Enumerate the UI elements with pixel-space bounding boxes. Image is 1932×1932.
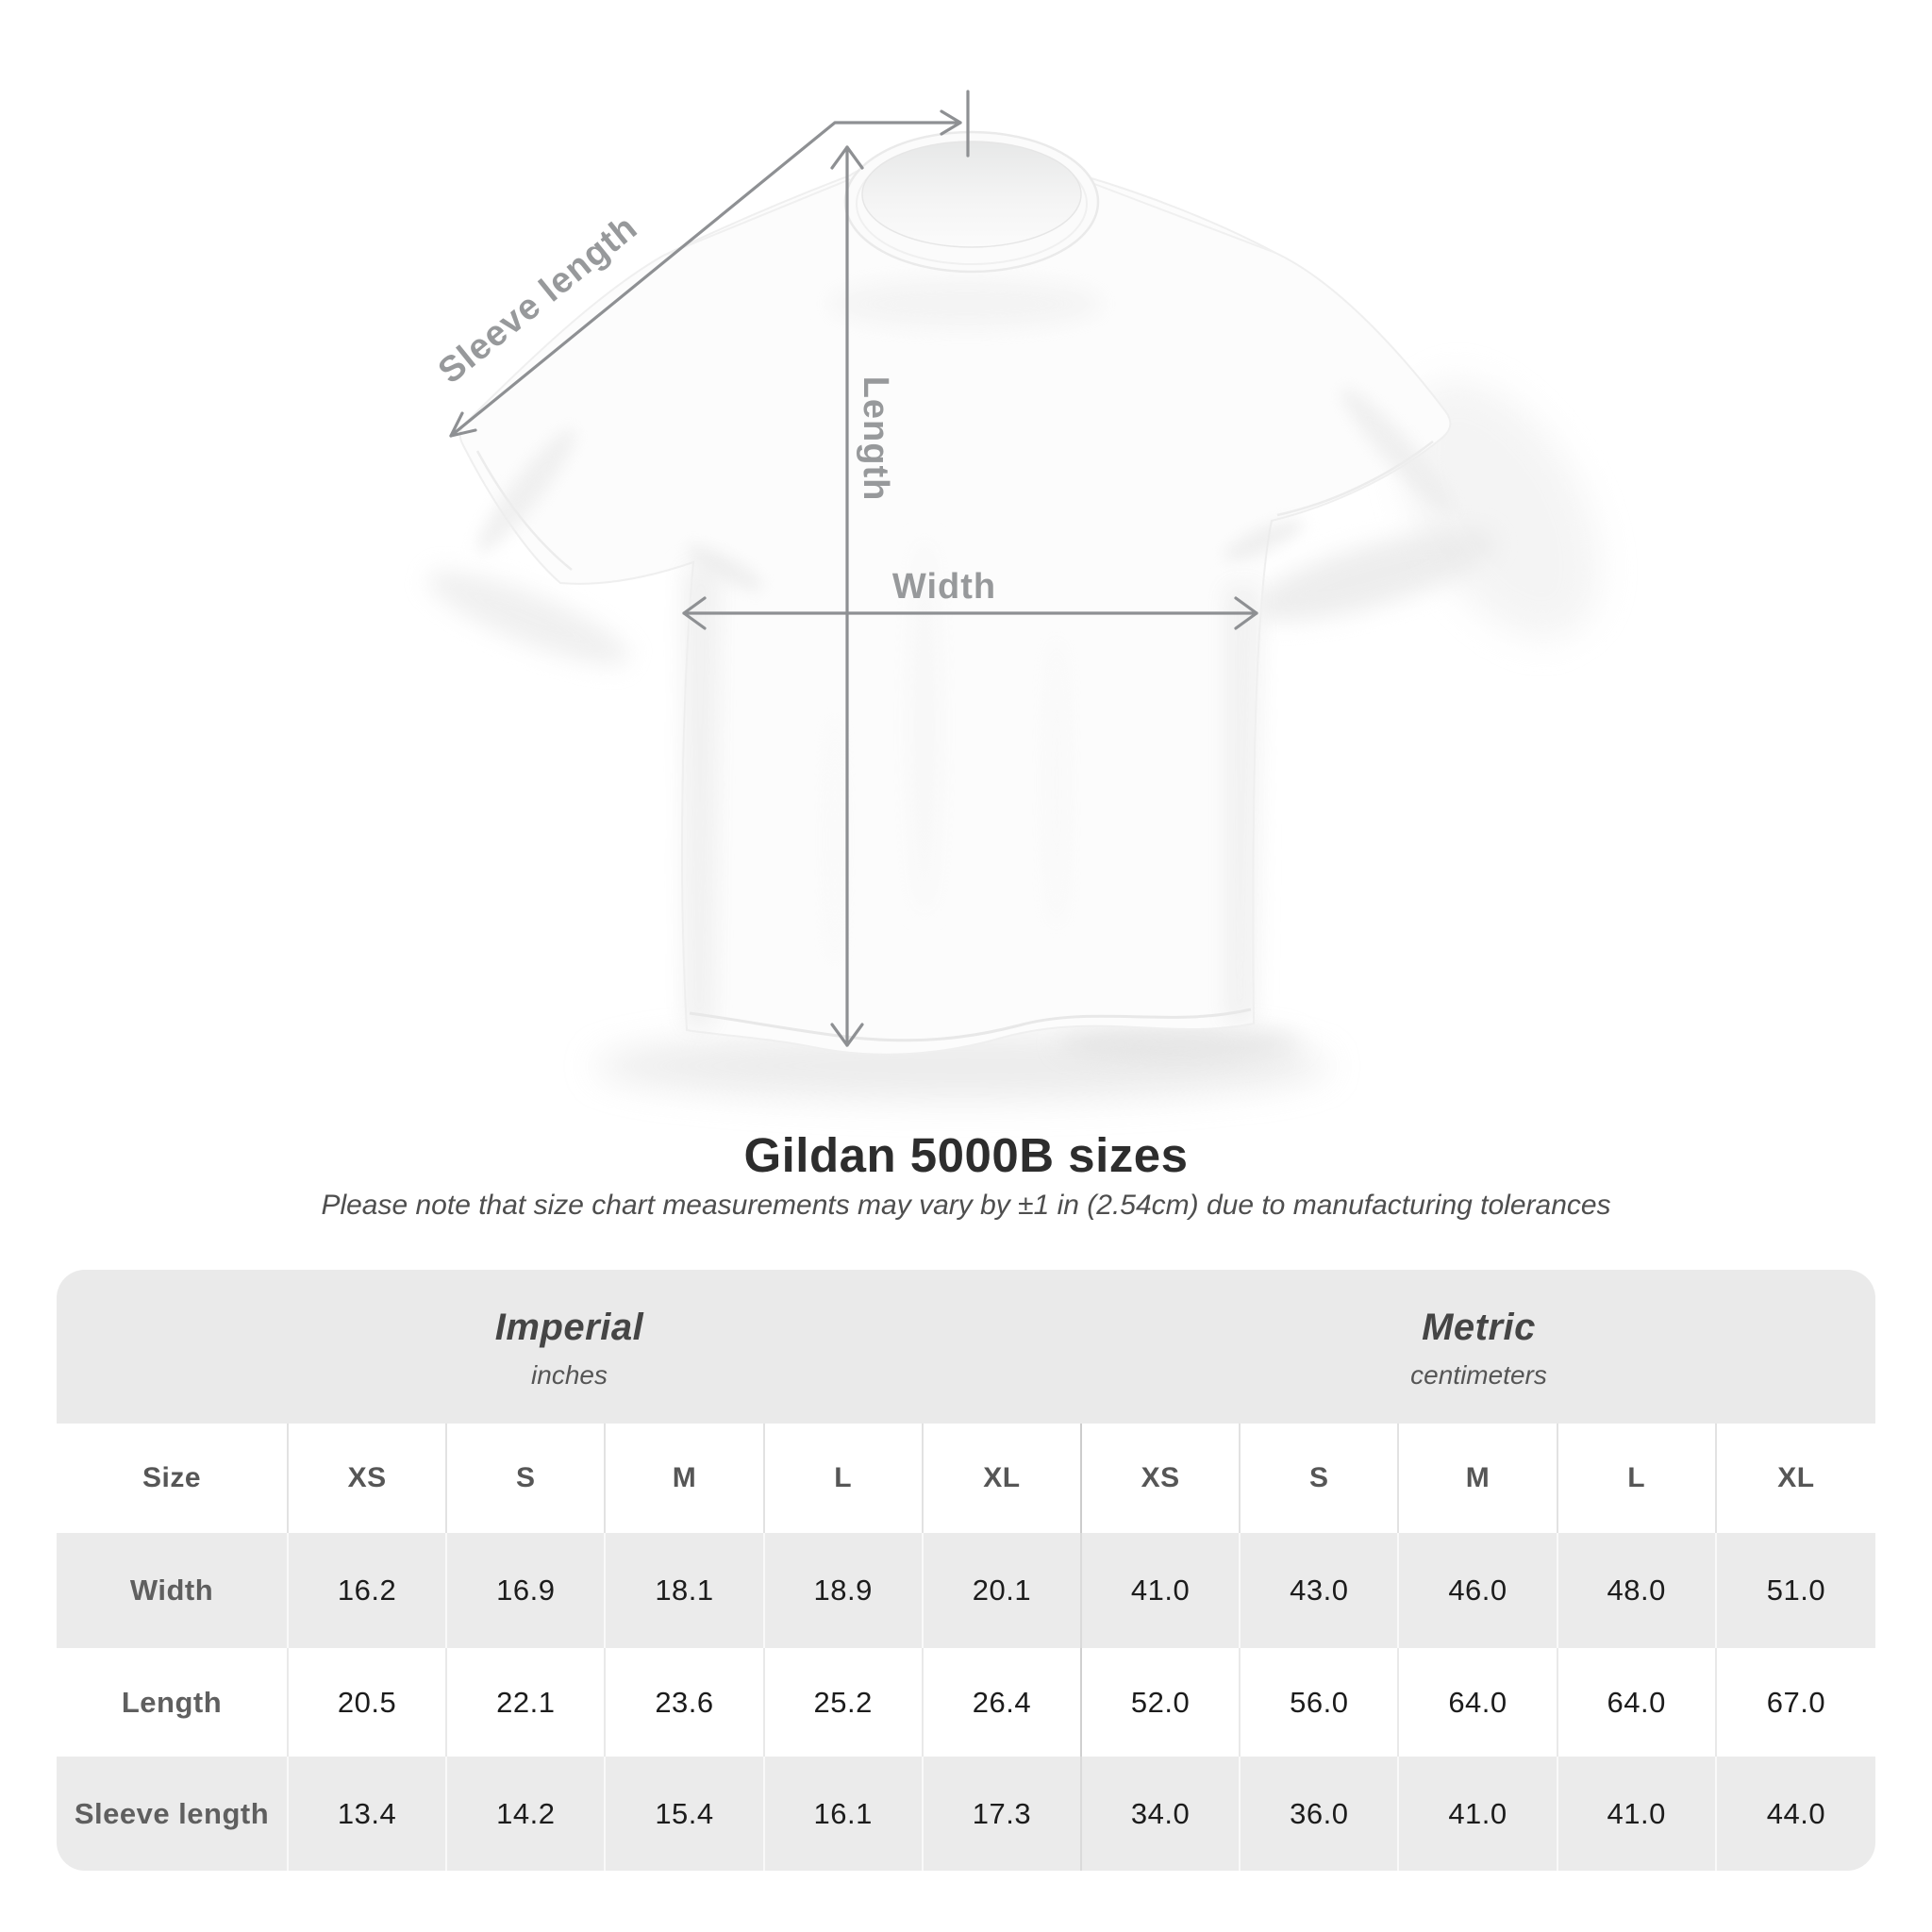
width-l-in: 18.9 <box>765 1533 924 1648</box>
sleeve-xs-in: 13.4 <box>289 1757 448 1871</box>
tshirt-measurement-diagram: Sleeve length Length Width <box>426 90 1600 1100</box>
metric-label: Metric <box>1422 1307 1536 1348</box>
shirt-shadows <box>426 380 1600 1100</box>
size-header-l-metric: L <box>1558 1424 1717 1533</box>
length-m-cm: 64.0 <box>1399 1648 1558 1757</box>
width-s-cm: 43.0 <box>1241 1533 1400 1648</box>
length-xl-cm: 67.0 <box>1766 1685 1826 1719</box>
row-label-width: Width <box>57 1533 289 1648</box>
imperial-unit-group: Imperial inches <box>57 1270 1082 1424</box>
size-header-l-imperial: L <box>765 1424 924 1533</box>
sleeve-length-arrow <box>449 90 970 438</box>
size-header-row: Size XS S M L XL XS S M L XL <box>57 1424 1875 1533</box>
size-header-xs-imperial: XS <box>289 1424 448 1533</box>
page-title: Gildan 5000B sizes <box>743 1128 1189 1182</box>
width-l-cm: 48.0 <box>1558 1533 1717 1648</box>
width-arrow <box>682 596 1258 630</box>
row-label-length: Length <box>57 1648 289 1757</box>
unit-header-band: Imperial inches Metric centimeters <box>57 1270 1875 1424</box>
length-s-cm: 56.0 <box>1241 1648 1400 1757</box>
imperial-unit: inches <box>531 1360 608 1390</box>
sleeve-m-in: 15.4 <box>606 1757 765 1871</box>
size-col-header: Size <box>57 1424 289 1533</box>
width-s-in: 16.9 <box>447 1533 607 1648</box>
size-header-s-metric: S <box>1241 1424 1400 1533</box>
size-header-xl-imperial: XL <box>924 1424 1082 1533</box>
length-xl-in: 26.4 <box>924 1648 1082 1757</box>
sleeve-xl-cm: 44.0 <box>1766 1796 1826 1830</box>
sleeve-xs-cm: 34.0 <box>1082 1757 1241 1871</box>
table-row-length: Length 20.5 22.1 23.6 25.2 26.4 52.0 56.… <box>57 1648 1875 1757</box>
width-xl-cm: 51.0 <box>1766 1574 1826 1607</box>
length-xs-in: 20.5 <box>289 1648 448 1757</box>
width-label: Width <box>892 567 996 607</box>
width-m-cm: 46.0 <box>1399 1533 1558 1648</box>
size-header-s-imperial: S <box>447 1424 607 1533</box>
length-s-in: 22.1 <box>447 1648 607 1757</box>
table-row-sleeve-length: Sleeve length 13.4 14.2 15.4 16.1 17.3 3… <box>57 1757 1875 1871</box>
sleeve-xl-in: 17.3 <box>924 1757 1082 1871</box>
sleeve-l-cm: 41.0 <box>1558 1757 1717 1871</box>
width-xs-cm: 41.0 <box>1082 1533 1241 1648</box>
size-header-m-metric: M <box>1399 1424 1558 1533</box>
row-label-sleeve-length: Sleeve length <box>57 1757 289 1871</box>
length-l-in: 25.2 <box>765 1648 924 1757</box>
size-header-m-imperial: M <box>606 1424 765 1533</box>
width-m-in: 18.1 <box>606 1533 765 1648</box>
imperial-label: Imperial <box>494 1307 644 1348</box>
metric-unit: centimeters <box>1410 1360 1547 1390</box>
dimension-arrows <box>449 90 1258 1047</box>
tshirt-body <box>458 152 1456 1056</box>
sleeve-s-cm: 36.0 <box>1241 1757 1400 1871</box>
length-m-in: 23.6 <box>606 1648 765 1757</box>
sleeve-l-in: 16.1 <box>765 1757 924 1871</box>
tshirt-collar <box>843 130 1100 274</box>
length-label: Length <box>856 376 895 502</box>
size-table: Imperial inches Metric centimeters Size … <box>57 1270 1875 1871</box>
table-row-width: Width 16.2 16.9 18.1 18.9 20.1 41.0 43.0… <box>57 1533 1875 1648</box>
page-subtitle: Please note that size chart measurements… <box>321 1190 1611 1221</box>
width-xs-in: 16.2 <box>289 1533 448 1648</box>
metric-unit-group: Metric centimeters <box>1082 1270 1875 1424</box>
size-header-xl-metric: XL <box>1777 1462 1815 1493</box>
length-l-cm: 64.0 <box>1558 1648 1717 1757</box>
length-xs-cm: 52.0 <box>1082 1648 1241 1757</box>
width-xl-in: 20.1 <box>924 1533 1082 1648</box>
length-arrow <box>830 145 864 1047</box>
sleeve-s-in: 14.2 <box>447 1757 607 1871</box>
size-header-xs-metric: XS <box>1082 1424 1241 1533</box>
tshirt-illustration: Sleeve length Length Width <box>426 90 1600 1100</box>
sleeve-m-cm: 41.0 <box>1399 1757 1558 1871</box>
